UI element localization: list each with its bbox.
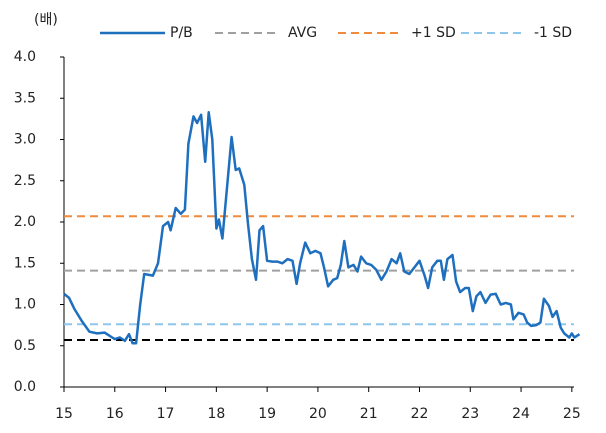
- y-tick-label: 0.5: [14, 338, 36, 354]
- legend-label: P/B: [170, 25, 193, 41]
- x-tick-label: 19: [258, 406, 276, 422]
- y-unit-label: (배): [34, 12, 58, 28]
- x-tick-label: 25: [563, 406, 581, 422]
- x-tick-label: 20: [309, 406, 327, 422]
- x-tick-label: 18: [207, 406, 225, 422]
- x-tick-label: 16: [106, 406, 124, 422]
- y-tick-label: 0.0: [14, 379, 36, 395]
- y-tick-label: 3.0: [14, 132, 36, 148]
- y-tick-label: 1.5: [14, 255, 36, 271]
- pb-line: [63, 111, 581, 345]
- y-tick-label: 3.5: [14, 90, 36, 106]
- legend-label: +1 SD: [411, 25, 456, 41]
- y-tick-label: 2.0: [14, 214, 36, 230]
- legend-label: -1 SD: [534, 25, 572, 41]
- x-tick-label: 21: [360, 406, 378, 422]
- legend-label: AVG: [288, 25, 317, 41]
- x-tick-label: 15: [55, 406, 73, 422]
- y-tick-label: 4.0: [14, 49, 36, 65]
- x-tick-label: 17: [157, 406, 175, 422]
- x-tick-label: 22: [411, 406, 429, 422]
- x-tick-label: 23: [461, 406, 479, 422]
- y-tick-label: 2.5: [14, 173, 36, 189]
- y-tick-label: 1.0: [14, 297, 36, 313]
- x-tick-label: 24: [512, 406, 530, 422]
